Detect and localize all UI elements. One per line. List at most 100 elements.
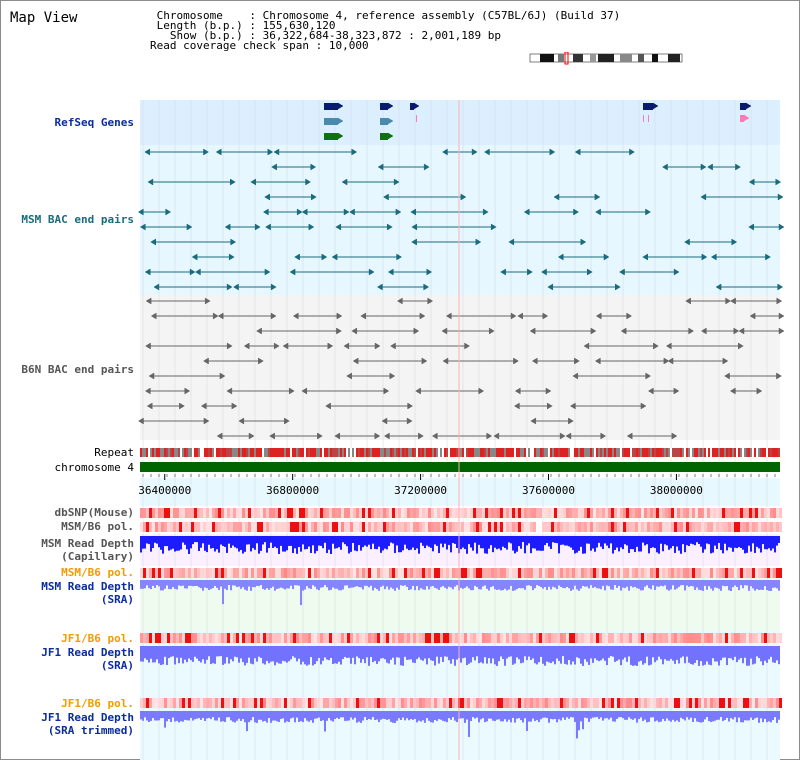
- refseq-genes[interactable]: [324, 102, 752, 140]
- msm-depth-sra-bar: [378, 580, 380, 591]
- repeat-segment: [584, 448, 586, 457]
- msm-pol-sra-cell: [344, 568, 347, 578]
- repeat-segment: [610, 448, 612, 457]
- jf1-pol-cell: [188, 633, 191, 643]
- jf1-depth-t-bar: [418, 711, 420, 721]
- repeat-segment: [172, 448, 174, 457]
- jf1-pol-t-cell: [149, 698, 152, 708]
- jf1-depth-bar: [470, 646, 472, 663]
- msm-bac-pairs[interactable]: [137, 148, 785, 291]
- jf1-pol-cell: [215, 633, 218, 643]
- jf1-pol-cell: [209, 633, 212, 643]
- msm-pol-sra-cell: [638, 568, 641, 578]
- jf1-pol-cell: [755, 633, 758, 643]
- msm-depth-cap-bar: [498, 536, 500, 549]
- msm-depth-cap-bar: [646, 536, 648, 545]
- jf1-pol-t-cell: [392, 698, 395, 708]
- msm-bac-end: [343, 208, 350, 216]
- msm-pol-sra-cell: [173, 568, 176, 578]
- jf1-pol-t-cell: [545, 698, 548, 708]
- jf1-pol-t-cell: [395, 698, 398, 708]
- msm-depth-sra-bar: [642, 580, 644, 591]
- repeat-segment: [362, 448, 364, 457]
- chromosome-ideogram[interactable]: [528, 52, 688, 66]
- msm-pol-sra-cell: [425, 568, 428, 578]
- jf1-depth-bar: [340, 646, 342, 665]
- jf1-depth-bar: [462, 646, 464, 659]
- msm-pol-sra-cell: [158, 568, 161, 578]
- jf1-depth-bar: [620, 646, 622, 666]
- jf1-pol-cell: [368, 633, 371, 643]
- refseq-gene: [740, 103, 746, 110]
- repeat-segment: [614, 448, 616, 457]
- msm-depth-sra-bar: [676, 580, 678, 589]
- jf1-depth-bar: [428, 646, 430, 659]
- msm-depth-cap-bar: [470, 536, 472, 548]
- dbsnp-cell: [770, 508, 773, 518]
- msm-depth-cap-bar: [652, 536, 654, 548]
- msm-pol-sra-cell: [254, 568, 257, 578]
- jf1-pol-cell: [452, 633, 455, 643]
- repeat-segment: [394, 448, 396, 457]
- jf1-depth-bar: [152, 646, 154, 663]
- jf1-depth-t-bar: [406, 711, 408, 719]
- repeat-segment: [338, 448, 340, 457]
- msm-depth-cap-bar: [720, 536, 722, 551]
- repeat-segment: [196, 448, 198, 457]
- msm-pol-sra-cell: [338, 568, 341, 578]
- jf1-pol-t-cell: [368, 698, 371, 708]
- jf1-pol-t-cell: [494, 698, 497, 708]
- msm-depth-sra-bar: [172, 580, 174, 588]
- msm-bac-end: [226, 283, 233, 291]
- msm-pol-sra-cell: [773, 568, 776, 578]
- msm-pol-sra-cell: [716, 568, 719, 578]
- jf1-pol-cell: [221, 633, 224, 643]
- dbsnp-cell: [725, 508, 728, 518]
- repeat-segment: [252, 448, 254, 457]
- jf1-depth-bar: [198, 646, 200, 661]
- msm-depth-cap-bar: [596, 536, 598, 548]
- b6n-bac-end: [653, 342, 659, 350]
- jf1-pol-cell: [293, 633, 296, 643]
- msm-pol-sra-cell: [680, 568, 683, 578]
- dbsnp-cell: [185, 508, 188, 518]
- msm-depth-cap-bar: [478, 536, 480, 545]
- jf1-pol-t-cell: [491, 698, 494, 708]
- msm-pol-cell: [254, 522, 257, 532]
- dbsnp-cell: [704, 508, 707, 518]
- jf1-depth-t-bar: [228, 711, 230, 718]
- jf1-depth-bar: [244, 646, 246, 666]
- repeat-segment: [552, 448, 554, 457]
- jf1-depth-bar: [754, 646, 756, 664]
- repeat-segment: [706, 448, 708, 457]
- jf1-depth-t-bar: [258, 711, 260, 720]
- jf1-depth-t-bar: [728, 711, 730, 722]
- jf1-pol-t-cell: [227, 698, 230, 708]
- msm-pol-sra-cell: [725, 568, 728, 578]
- msm-depth-sra-bar: [150, 580, 152, 590]
- b6n-bac-end: [219, 372, 226, 380]
- repeat-segment: [234, 448, 236, 457]
- jf1-depth-t-bar: [704, 711, 706, 720]
- jf1-depth-bar: [708, 646, 710, 665]
- jf1-depth-t-bar: [646, 711, 648, 723]
- dbsnp-cell: [245, 508, 248, 518]
- msm-depth-sra-bar: [738, 580, 740, 591]
- msm-pol-sra-cell: [317, 568, 320, 578]
- msm-pol-cell: [431, 522, 434, 532]
- msm-bac-end: [629, 148, 635, 156]
- b6n-bac-end: [572, 372, 579, 380]
- msm-pol-sra-cell: [287, 568, 290, 578]
- b6n-bac-end: [778, 312, 785, 320]
- msm-depth-cap-bar: [366, 536, 368, 547]
- b6n-bac-end: [569, 402, 576, 410]
- msm-depth-cap-bar: [760, 536, 762, 553]
- jf1-depth-bar: [336, 646, 338, 664]
- jf1-depth-bar: [300, 646, 302, 665]
- jf1-depth-bar: [636, 646, 638, 666]
- jf1-pol-cell: [731, 633, 734, 643]
- dbsnp-cell: [527, 508, 530, 518]
- msm-depth-sra-bar: [534, 580, 536, 589]
- repeat-segment: [748, 448, 750, 457]
